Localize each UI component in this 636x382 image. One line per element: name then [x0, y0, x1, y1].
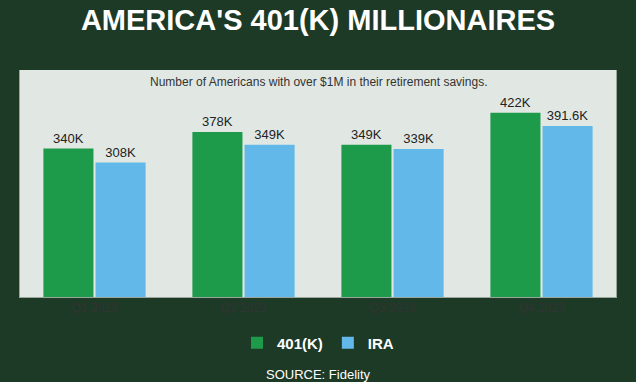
svg-text:339K: 339K	[403, 131, 434, 146]
svg-text:349K: 349K	[254, 127, 285, 142]
svg-text:378K: 378K	[202, 114, 233, 129]
svg-text:401(K): 401(K)	[277, 335, 323, 352]
svg-text:Q4 2023: Q4 2023	[518, 301, 564, 315]
svg-text:308K: 308K	[105, 145, 136, 160]
svg-text:Q1 2023: Q1 2023	[71, 301, 117, 315]
svg-text:SOURCE: Fidelity: SOURCE: Fidelity	[266, 367, 371, 382]
svg-text:AMERICA'S 401(K) MILLIONAIRES: AMERICA'S 401(K) MILLIONAIRES	[81, 4, 555, 36]
svg-text:IRA: IRA	[368, 335, 394, 352]
svg-text:422K: 422K	[500, 95, 531, 110]
svg-text:Q2 2023: Q2 2023	[220, 301, 266, 315]
svg-text:340K: 340K	[53, 131, 84, 146]
svg-text:Q3 2023: Q3 2023	[369, 301, 415, 315]
svg-text:Number of Americans with over: Number of Americans with over $1M in the…	[150, 75, 487, 89]
svg-text:391.6K: 391.6K	[547, 108, 589, 123]
svg-text:349K: 349K	[351, 127, 382, 142]
